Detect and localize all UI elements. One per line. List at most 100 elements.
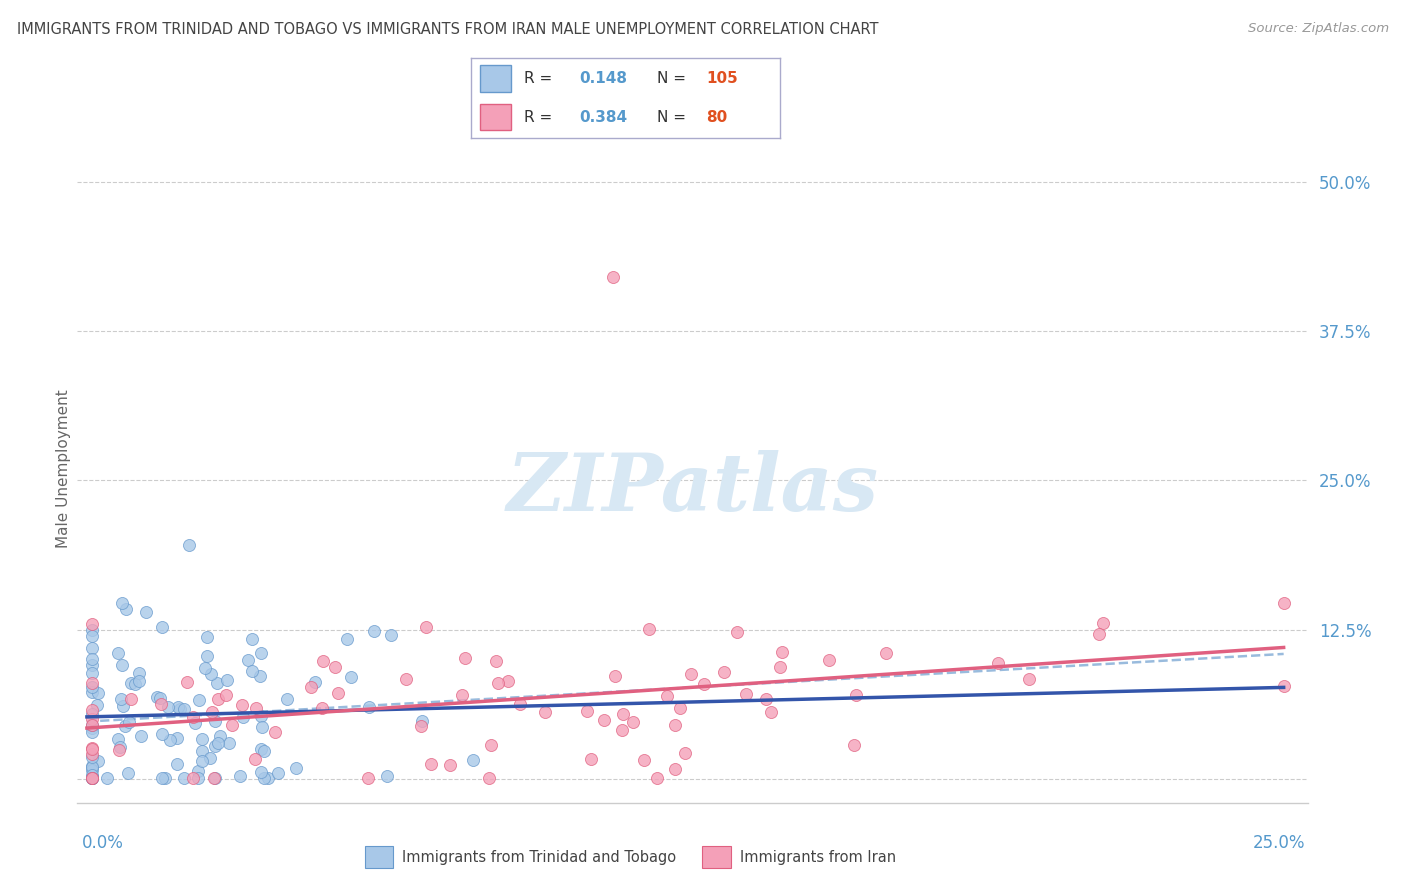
Point — [409, 719, 432, 733]
Point — [173, 701, 195, 715]
Point — [149, 697, 172, 711]
Point — [80, 717, 103, 731]
Point — [299, 680, 322, 694]
Point — [1088, 626, 1111, 640]
Point — [485, 654, 508, 668]
Point — [153, 771, 176, 785]
Point — [612, 706, 634, 721]
Point — [201, 705, 224, 719]
Point — [86, 698, 108, 712]
Point — [395, 672, 418, 686]
Point — [439, 758, 461, 772]
Point — [673, 746, 696, 760]
Point — [114, 719, 136, 733]
Point — [80, 759, 103, 773]
Text: R =: R = — [523, 71, 557, 87]
Point — [108, 743, 131, 757]
Text: R =: R = — [523, 110, 557, 125]
Point — [191, 744, 214, 758]
Point — [610, 723, 633, 737]
Point — [479, 738, 502, 752]
Point — [80, 750, 103, 764]
Point — [80, 665, 103, 680]
Point — [80, 771, 103, 785]
Point — [187, 764, 209, 778]
Point — [80, 623, 103, 637]
Point — [637, 622, 659, 636]
Point — [987, 656, 1010, 670]
Point — [645, 771, 668, 785]
Point — [735, 687, 758, 701]
Point — [664, 718, 686, 732]
Point — [238, 653, 260, 667]
Point — [80, 771, 103, 785]
Point — [875, 646, 897, 660]
Text: N =: N = — [657, 71, 690, 87]
Point — [195, 630, 218, 644]
Point — [842, 739, 865, 753]
Point — [80, 680, 103, 694]
Point — [173, 771, 195, 785]
Point — [204, 714, 226, 728]
Point — [111, 699, 134, 714]
Point — [253, 771, 276, 785]
Point — [1272, 679, 1295, 693]
Point — [166, 731, 188, 745]
Point — [179, 538, 201, 552]
Text: 105: 105 — [706, 71, 738, 87]
Point — [229, 769, 252, 783]
Text: Source: ZipAtlas.com: Source: ZipAtlas.com — [1249, 22, 1389, 36]
Point — [253, 744, 276, 758]
Point — [80, 712, 103, 726]
Point — [107, 731, 129, 746]
Point — [80, 685, 103, 699]
Point — [115, 602, 138, 616]
Point — [80, 740, 103, 755]
Point — [377, 769, 399, 783]
Point — [183, 716, 205, 731]
Point — [202, 771, 225, 785]
Point — [80, 747, 103, 762]
Point — [579, 752, 602, 766]
Point — [118, 714, 141, 729]
Point — [218, 736, 240, 750]
Point — [204, 771, 226, 785]
Point — [176, 674, 198, 689]
Point — [454, 651, 477, 665]
Point — [419, 757, 441, 772]
Bar — [481, 103, 512, 130]
Point — [149, 690, 172, 705]
Text: 0.384: 0.384 — [579, 110, 627, 125]
Point — [231, 698, 253, 712]
Point — [80, 771, 103, 785]
Text: 0.148: 0.148 — [579, 71, 627, 87]
Point — [575, 704, 598, 718]
Point — [80, 760, 103, 774]
Point — [86, 685, 108, 699]
Point — [108, 739, 131, 754]
Point — [110, 692, 132, 706]
Point — [256, 771, 278, 785]
Point — [359, 700, 381, 714]
Point — [166, 756, 188, 771]
Bar — [481, 65, 512, 92]
Point — [450, 689, 472, 703]
Point — [207, 736, 229, 750]
Bar — [366, 846, 394, 869]
Point — [363, 624, 385, 639]
Point — [80, 742, 103, 756]
Point — [80, 763, 103, 777]
Point — [194, 661, 217, 675]
Point — [129, 730, 152, 744]
Point — [191, 731, 214, 746]
Point — [187, 771, 209, 785]
Point — [80, 721, 103, 735]
Point — [207, 692, 229, 706]
Point — [181, 771, 204, 785]
Point — [146, 690, 169, 705]
Text: 80: 80 — [706, 110, 727, 125]
Point — [120, 675, 142, 690]
Point — [755, 691, 778, 706]
Point — [124, 677, 146, 691]
Y-axis label: Male Unemployment: Male Unemployment — [56, 389, 70, 548]
